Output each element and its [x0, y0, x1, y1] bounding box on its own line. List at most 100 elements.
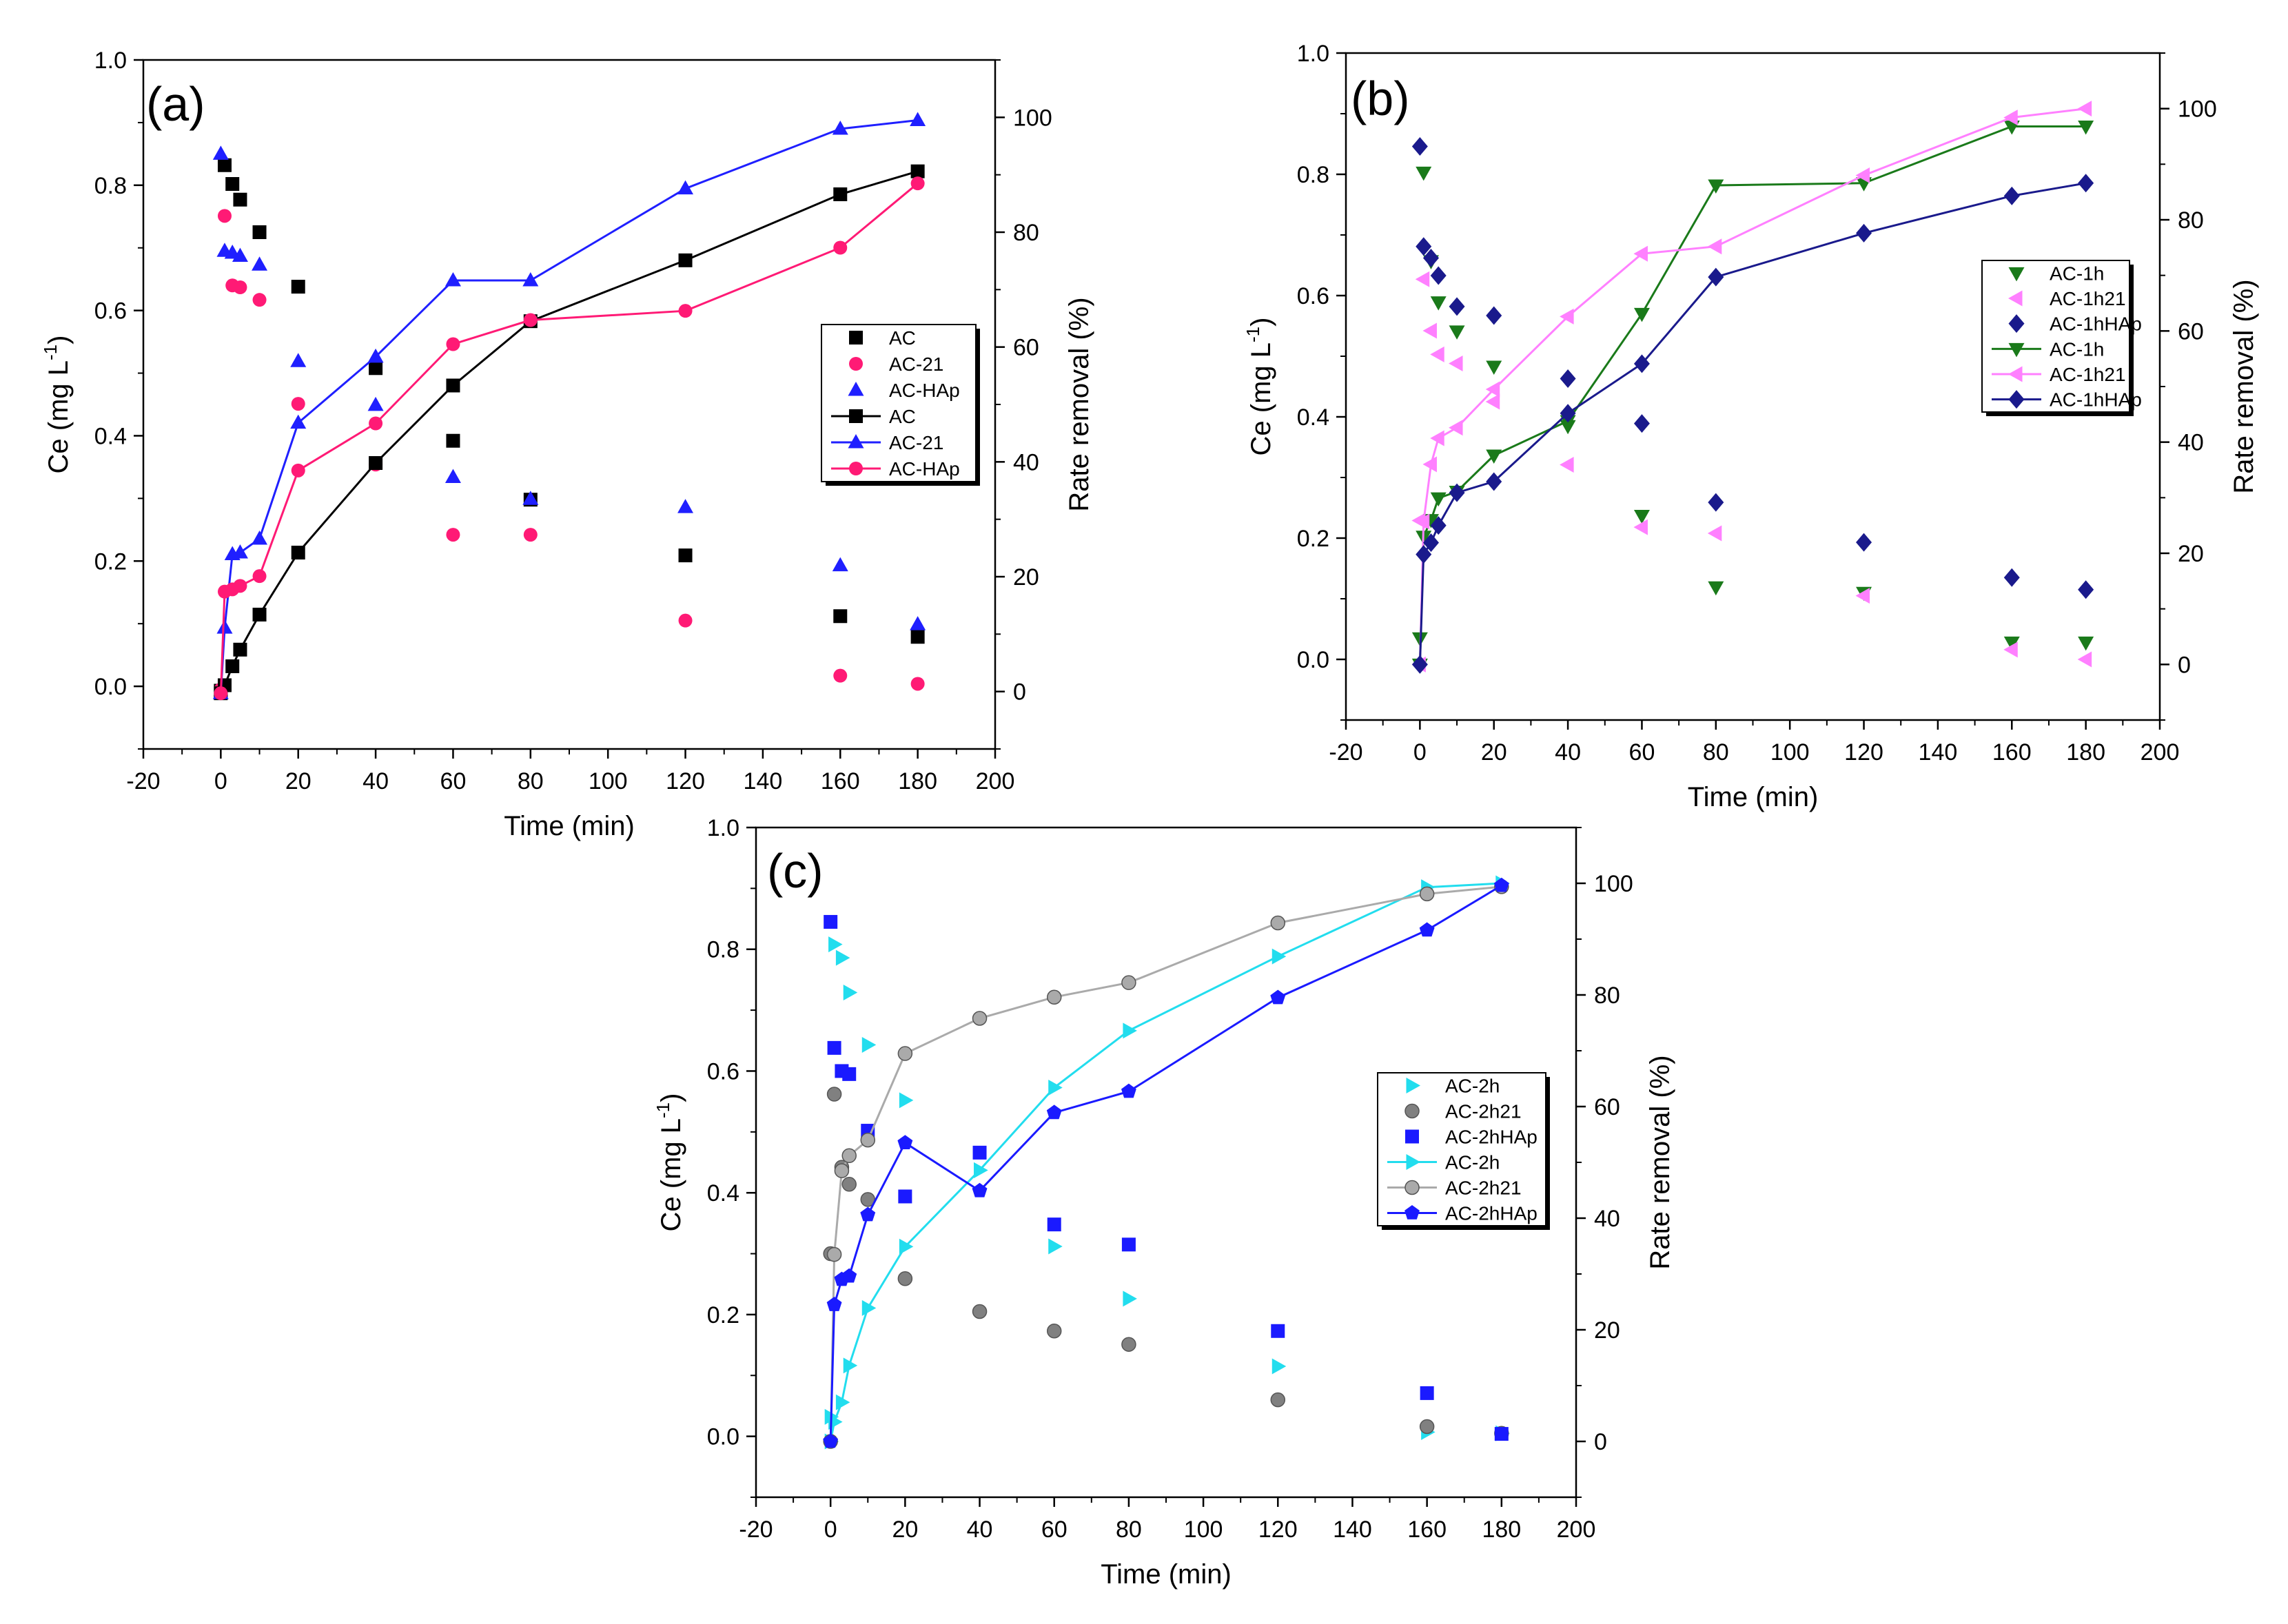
legend-label: AC-2hHAp — [1445, 1203, 1538, 1224]
data-point — [897, 1046, 913, 1061]
x-tick-label: 40 — [967, 1517, 993, 1543]
x-tick-label: 100 — [1184, 1517, 1223, 1543]
data-point — [1486, 306, 1502, 325]
data-point — [446, 378, 460, 393]
data-point — [1411, 655, 1428, 674]
data-point — [1708, 267, 1724, 287]
data-point — [1486, 449, 1502, 464]
y-tick-label: 0.0 — [1297, 647, 1329, 673]
data-point — [1271, 1358, 1287, 1375]
data-point — [824, 914, 838, 929]
y2-tick-label: 40 — [1594, 1206, 1620, 1232]
y2-tick-label: 100 — [1013, 105, 1052, 131]
x-tick-label: -20 — [1329, 739, 1362, 765]
data-point — [1420, 1386, 1434, 1400]
data-point — [291, 280, 305, 294]
legend-label: AC-1h — [2050, 338, 2104, 360]
data-point — [1048, 1238, 1063, 1255]
legend: AC-1h AC-1h21 AC-1hHAp AC-1h AC-1h21 AC-1hHAp — [1981, 260, 2142, 416]
data-point — [212, 145, 229, 160]
data-point — [446, 337, 460, 351]
legend-marker — [849, 331, 863, 345]
data-point — [252, 608, 267, 621]
panel-label: (b) — [1351, 72, 1410, 125]
data-point — [835, 949, 850, 966]
legend-label: AC-2hHAp — [1445, 1127, 1538, 1148]
data-point — [1485, 381, 1500, 398]
data-point — [252, 225, 267, 239]
data-point — [972, 1182, 988, 1198]
x-tick-label: 120 — [1258, 1517, 1298, 1543]
x-tick-label: 60 — [1629, 739, 1655, 765]
series-ac-1hhap-removal — [1411, 174, 2094, 674]
data-point — [897, 1271, 913, 1286]
x-tick-label: 120 — [666, 768, 705, 794]
y2-tick-label: 40 — [1013, 449, 1039, 475]
data-point — [369, 416, 383, 431]
data-point — [1422, 322, 1437, 339]
data-point — [678, 304, 693, 318]
data-point — [2077, 101, 2092, 117]
data-point — [225, 659, 240, 673]
legend-marker — [849, 462, 863, 475]
series-ac-1h21-ce — [1411, 271, 2092, 668]
legend-marker — [848, 434, 864, 449]
legend: AC AC-21 AC-HAp AC AC-21 AC-HAp — [821, 324, 980, 486]
data-point — [522, 272, 539, 287]
data-point — [1493, 877, 1509, 892]
data-point — [1422, 248, 1439, 267]
data-point — [1270, 915, 1286, 931]
x-tick-label: 200 — [1557, 1517, 1596, 1543]
x-tick-label: 160 — [1407, 1517, 1447, 1543]
y2-axis-title: Rate removal (%) — [2229, 279, 2259, 493]
data-point — [1416, 237, 1432, 256]
legend-label: AC-2h21 — [1445, 1101, 1522, 1122]
legend-label: AC-2h21 — [1445, 1178, 1522, 1199]
y-tick-label: 0.8 — [707, 937, 739, 963]
data-point — [898, 1189, 912, 1204]
data-point — [833, 609, 848, 624]
data-point — [1708, 179, 1724, 194]
series-line — [829, 885, 1502, 1442]
legend: AC-2h AC-2h21 AC-2hHAp AC-2h AC-2h21 AC-2hHAp — [1377, 1072, 1550, 1230]
data-point — [446, 528, 460, 542]
data-point — [1123, 1291, 1137, 1307]
legend-marker — [2008, 366, 2023, 382]
data-point — [1048, 1079, 1063, 1096]
data-point — [2078, 120, 2094, 135]
x-tick-label: 100 — [1770, 739, 1810, 765]
data-point — [1271, 1324, 1285, 1338]
y-axis-title-sup: -1 — [653, 1102, 673, 1118]
data-point — [1430, 430, 1444, 446]
data-point — [678, 253, 693, 267]
data-point — [1560, 308, 1574, 325]
legend-label: AC-2h — [1445, 1152, 1500, 1173]
data-point — [1430, 346, 1444, 362]
data-point — [252, 293, 267, 307]
data-point — [291, 463, 305, 477]
y-axis-title-main: Ce (mg L — [43, 360, 74, 474]
y-tick-label: 1.0 — [1297, 41, 1329, 67]
x-tick-label: 20 — [285, 768, 311, 794]
data-point — [1430, 516, 1447, 535]
data-point — [291, 546, 305, 559]
legend-label: AC — [889, 406, 916, 427]
data-point — [1560, 404, 1576, 423]
series-ac-1hhap-ce — [1411, 137, 2094, 599]
data-point — [290, 414, 307, 429]
legend-label: AC-2h — [1445, 1076, 1500, 1097]
legend-marker — [2008, 342, 2025, 358]
legend-marker — [1406, 1154, 1420, 1170]
data-point — [233, 280, 247, 294]
y-axis-title: Ce (mg L-1) — [1243, 318, 1276, 456]
data-point — [834, 1163, 850, 1178]
data-point — [828, 936, 843, 953]
y-axis-title-sup: -1 — [40, 345, 61, 360]
x-tick-label: 80 — [1703, 739, 1729, 765]
series-ac-21-removal — [212, 112, 926, 699]
data-point — [1123, 1022, 1137, 1039]
data-point — [1422, 533, 1439, 553]
data-point — [367, 348, 384, 363]
data-point — [1486, 472, 1502, 491]
y-tick-label: 0.4 — [707, 1180, 739, 1206]
